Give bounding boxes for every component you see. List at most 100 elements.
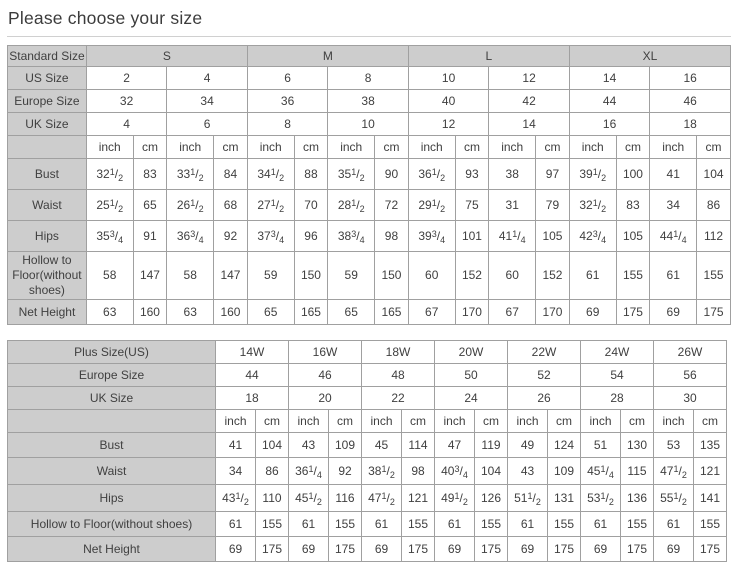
measurement-inch-cell: 61	[580, 511, 621, 537]
measurement-cm-cell: 116	[328, 484, 362, 512]
measurement-inch-cell: 471/2	[361, 484, 402, 512]
measurement-cm-cell: 160	[132, 299, 168, 325]
measurement-cm-cell: 97	[535, 158, 570, 190]
unit-header-cm: cm	[293, 135, 329, 159]
measurement-cm-cell: 65	[132, 189, 168, 221]
row-label-plus-size: Plus Size(US)	[7, 340, 216, 364]
measurement-inch-cell: 491/2	[434, 484, 475, 512]
measurement-cm-cell: 93	[454, 158, 490, 190]
measurement-inch-cell: 373/4	[246, 220, 295, 252]
measurement-cm-cell: 155	[255, 511, 289, 537]
measurement-cm-cell: 155	[547, 511, 581, 537]
measurement-cm-cell: 75	[454, 189, 490, 221]
measurement-inch-cell: 61	[649, 251, 698, 300]
measurement-inch-cell: 69	[507, 536, 548, 562]
size-value-cell: 34	[166, 89, 248, 113]
measurement-cm-cell: 152	[535, 251, 570, 300]
row-label: US Size	[7, 66, 87, 90]
measurement-inch-cell: 511/2	[507, 484, 548, 512]
measurement-inch-cell: 65	[246, 299, 295, 325]
measurement-inch-cell: 393/4	[407, 220, 456, 252]
measurement-cm-cell: 96	[293, 220, 329, 252]
size-group-header: S	[85, 45, 248, 67]
unit-header-cm: cm	[132, 135, 168, 159]
size-value-cell: 8	[327, 66, 409, 90]
measurement-cm-cell: 155	[328, 511, 362, 537]
size-value-cell: 10	[327, 112, 409, 136]
size-value-cell: 16	[649, 66, 731, 90]
measurement-cm-cell: 165	[293, 299, 329, 325]
measurement-cm-cell: 175	[255, 536, 289, 562]
size-group-header: 20W	[434, 340, 508, 364]
measurement-inch-cell: 61	[361, 511, 402, 537]
unit-header-cm: cm	[213, 135, 248, 159]
measurement-inch-cell: 67	[407, 299, 456, 325]
measurement-inch-cell: 431/2	[215, 484, 256, 512]
measurement-inch-cell: 261/2	[166, 189, 215, 221]
measurement-cm-cell: 104	[696, 158, 731, 190]
measurement-cm-cell: 124	[547, 432, 581, 458]
row-label: Waist	[7, 457, 216, 485]
measurement-cm-cell: 98	[374, 220, 409, 252]
measurement-cm-cell: 98	[401, 457, 435, 485]
size-value-cell: 16	[568, 112, 651, 136]
size-value-cell: 48	[361, 363, 435, 387]
title-divider	[7, 36, 731, 37]
unit-header-inch: inch	[85, 135, 134, 159]
unit-header-cm: cm	[547, 409, 581, 433]
measurement-inch-cell: 59	[327, 251, 376, 300]
size-value-cell: 20	[288, 386, 362, 410]
measurement-inch-cell: 63	[85, 299, 134, 325]
measurement-cm-cell: 170	[454, 299, 490, 325]
measurement-inch-cell: 43	[507, 457, 548, 485]
measurement-cm-cell: 152	[454, 251, 490, 300]
measurement-cm-cell: 155	[696, 251, 731, 300]
unit-header-inch: inch	[407, 135, 456, 159]
measurement-inch-cell: 271/2	[246, 189, 295, 221]
measurement-inch-cell: 65	[327, 299, 376, 325]
measurement-inch-cell: 58	[166, 251, 215, 300]
measurement-cm-cell: 104	[474, 457, 508, 485]
standard-size-table: Standard Size S M L XL US Size 2 4 6 8 10 12 14 16 Eur…	[7, 45, 732, 325]
measurement-cm-cell: 155	[693, 511, 727, 537]
measurement-inch-cell: 363/4	[166, 220, 215, 252]
measurement-cm-cell: 150	[374, 251, 409, 300]
measurement-cm-cell: 170	[535, 299, 570, 325]
measurement-inch-cell: 351/2	[327, 158, 376, 190]
unit-header-cm: cm	[535, 135, 570, 159]
measurement-inch-cell: 403/4	[434, 457, 475, 485]
measurement-cm-cell: 91	[132, 220, 168, 252]
unit-header-inch: inch	[166, 135, 215, 159]
measurement-inch-cell: 341/2	[246, 158, 295, 190]
measurement-cm-cell: 86	[255, 457, 289, 485]
measurement-cm-cell: 104	[255, 432, 289, 458]
measurement-cm-cell: 135	[693, 432, 727, 458]
measurement-cm-cell: 147	[213, 251, 248, 300]
unit-header-cm: cm	[374, 135, 409, 159]
measurement-inch-cell: 331/2	[166, 158, 215, 190]
measurement-inch-cell: 361/4	[288, 457, 329, 485]
measurement-inch-cell: 43	[288, 432, 329, 458]
measurement-inch-cell: 411/4	[488, 220, 537, 252]
size-value-cell: 40	[407, 89, 490, 113]
measurement-cm-cell: 83	[615, 189, 651, 221]
measurement-inch-cell: 451/2	[288, 484, 329, 512]
measurement-cm-cell: 112	[696, 220, 731, 252]
measurement-cm-cell: 92	[213, 220, 248, 252]
unit-header-cm: cm	[255, 409, 289, 433]
size-value-cell: 44	[215, 363, 289, 387]
measurement-cm-cell: 100	[615, 158, 651, 190]
measurement-cm-cell: 121	[693, 457, 727, 485]
size-group-header: 26W	[653, 340, 727, 364]
measurement-cm-cell: 114	[401, 432, 435, 458]
unit-header-inch: inch	[361, 409, 402, 433]
measurement-cm-cell: 175	[474, 536, 508, 562]
row-label: Waist	[7, 189, 87, 221]
measurement-inch-cell: 353/4	[85, 220, 134, 252]
size-value-cell: 10	[407, 66, 490, 90]
size-group-header: L	[407, 45, 570, 67]
measurement-inch-cell: 38	[488, 158, 537, 190]
unit-header-cm: cm	[401, 409, 435, 433]
unit-header-inch: inch	[288, 409, 329, 433]
row-label: UK Size	[7, 112, 87, 136]
